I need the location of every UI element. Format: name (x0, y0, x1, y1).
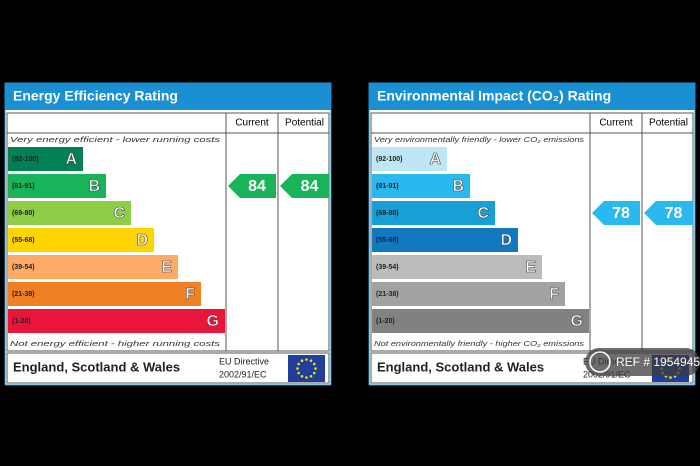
eu-star (300, 374, 304, 378)
band-letter: F (549, 286, 559, 303)
watermark: REF # 1954945 (616, 355, 700, 369)
band-letter: D (500, 232, 512, 249)
footer (6, 352, 330, 384)
eu-star (296, 367, 299, 370)
eu-star (309, 374, 313, 378)
title-bar (369, 83, 695, 110)
rating-value: 78 (665, 205, 683, 222)
band-letter: G (207, 313, 219, 330)
top-note: Very energy efficient - lower running co… (10, 137, 221, 144)
footer-region: England, Scotland & Wales (13, 359, 180, 374)
band-letter: C (113, 205, 125, 222)
band-range: (69-80) (12, 210, 35, 217)
eu-star (305, 358, 308, 361)
band-letter: A (429, 151, 441, 168)
column-header: Current (599, 118, 633, 129)
rating-band (8, 228, 154, 252)
eu-star (314, 367, 317, 370)
band-range: (1-20) (376, 318, 395, 325)
rating-band (8, 201, 131, 225)
title-bar (5, 83, 331, 110)
band-range: (55-68) (376, 237, 399, 244)
column-header: Current (235, 118, 269, 129)
eu-star (297, 371, 301, 375)
eu-star (309, 359, 313, 363)
rating-arrow (644, 201, 693, 225)
rating-value: 78 (612, 205, 630, 222)
eu-star (297, 362, 301, 366)
rating-band (372, 309, 589, 333)
rating-band (372, 228, 518, 252)
eu-star (312, 371, 316, 375)
band-letter: B (452, 178, 464, 195)
band-range: (39-54) (12, 264, 35, 271)
panel-title: Energy Efficiency Rating (13, 88, 178, 104)
band-letter: G (571, 313, 583, 330)
footer-directive: EU Directive (219, 356, 269, 366)
table-frame (6, 112, 330, 352)
rating-band (8, 255, 178, 279)
band-letter: E (161, 259, 172, 276)
rating-arrow (228, 174, 276, 198)
rating-band (372, 282, 565, 306)
rating-arrow (280, 174, 329, 198)
rating-band (372, 147, 447, 171)
table-frame (370, 112, 694, 352)
rating-band (372, 255, 542, 279)
eu-star (305, 376, 308, 379)
band-range: (39-54) (376, 264, 399, 271)
rating-band (8, 309, 225, 333)
band-range: (81-91) (376, 183, 399, 190)
band-letter: F (185, 286, 195, 303)
band-range: (92-100) (12, 156, 38, 163)
rating-arrow (592, 201, 640, 225)
band-letter: A (65, 151, 77, 168)
bottom-note: Not environmentally friendly - higher CO… (374, 341, 585, 348)
band-range: (21-38) (376, 291, 399, 298)
band-letter: B (88, 178, 100, 195)
band-range: (81-91) (12, 183, 35, 190)
band-range: (21-38) (12, 291, 35, 298)
band-letter: C (477, 205, 489, 222)
band-range: (1-20) (12, 318, 31, 325)
band-range: (69-80) (376, 210, 399, 217)
rating-band (372, 201, 495, 225)
watermark-icon (589, 351, 611, 373)
eu-star (669, 376, 672, 379)
footer-region: England, Scotland & Wales (377, 359, 544, 374)
rating-value: 84 (301, 178, 319, 195)
column-header: Potential (649, 118, 688, 129)
top-note: Very environmentally friendly - lower CO… (374, 137, 585, 144)
rating-band (372, 174, 470, 198)
band-range: (55-68) (12, 237, 35, 244)
rating-value: 84 (248, 178, 266, 195)
rating-band (8, 174, 106, 198)
footer-directive: 2002/91/EC (219, 369, 267, 379)
band-letter: E (525, 259, 536, 276)
column-header: Potential (285, 118, 324, 129)
watermark-bg (585, 348, 700, 376)
eu-star (312, 362, 316, 366)
rating-band (8, 282, 201, 306)
eu-star (300, 359, 304, 363)
bottom-note: Not energy efficient - higher running co… (10, 341, 221, 348)
rating-band (8, 147, 83, 171)
panel-title: Environmental Impact (CO₂) Rating (377, 88, 611, 104)
band-letter: D (136, 232, 148, 249)
band-range: (92-100) (376, 156, 402, 163)
